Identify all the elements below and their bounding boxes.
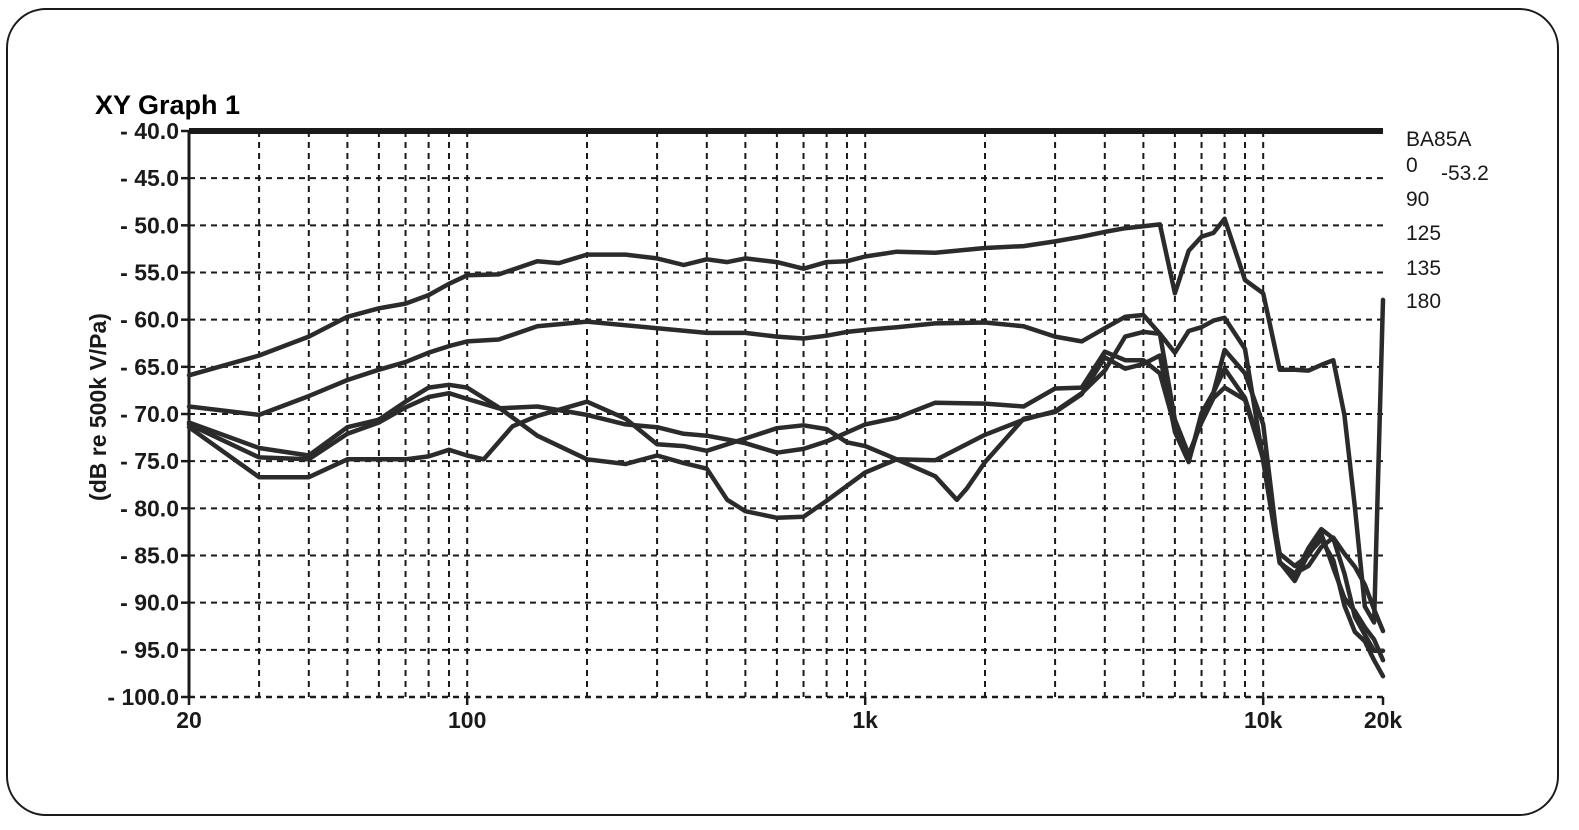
y-tick-label: - 55.0 [120,260,179,286]
y-tick-label: - 85.0 [120,543,179,569]
x-tick-label: 100 [448,707,486,733]
legend: BA85A -53.2 0 90 125 135 180 [1406,128,1489,313]
y-tick-label: - 50.0 [120,212,179,238]
x-axis-tick-labels: 20 100 1k 10k 20k [176,697,1402,733]
legend-entry-180: 180 [1406,290,1441,313]
y-tick-label: - 45.0 [120,165,179,191]
y-tick-label: - 65.0 [120,354,179,380]
series-line-125 [186,347,1386,654]
legend-entry-135: 135 [1406,257,1441,280]
series-line-0 [186,216,1386,625]
y-tick-label: - 60.0 [120,307,179,333]
y-tick-label: - 90.0 [120,590,179,616]
y-tick-label: - 80.0 [120,495,179,521]
series-line-180 [186,329,1386,663]
y-tick-label: - 70.0 [120,401,179,427]
chart-title: XY Graph 1 [95,90,240,120]
legend-entry-90: 90 [1406,188,1429,211]
y-axis-tick-labels: - 40.0 - 45.0 - 50.0 - 55.0 - 60.0 - 65.0 - 70… [107,118,189,710]
x-tick-label: 20 [176,707,202,733]
x-tick-label: 1k [852,707,878,733]
series-lines [186,216,1386,679]
legend-entry-0: 0 [1406,154,1418,177]
y-tick-label: - 75.0 [120,448,179,474]
legend-title: BA85A [1406,128,1471,151]
y-tick-label: - 40.0 [120,118,179,144]
y-tick-label: - 95.0 [120,637,179,663]
series-line-135 [186,349,1386,679]
legend-value: -53.2 [1441,162,1489,185]
x-tick-label: 20k [1364,707,1403,733]
legend-entry-125: 125 [1406,222,1441,245]
x-tick-label: 10k [1244,707,1283,733]
chart-frame [6,8,1559,816]
y-tick-label: - 100.0 [107,684,179,710]
series-line-90 [186,312,1386,634]
y-axis-label: (dB re 500k V/Pa) [85,313,111,501]
